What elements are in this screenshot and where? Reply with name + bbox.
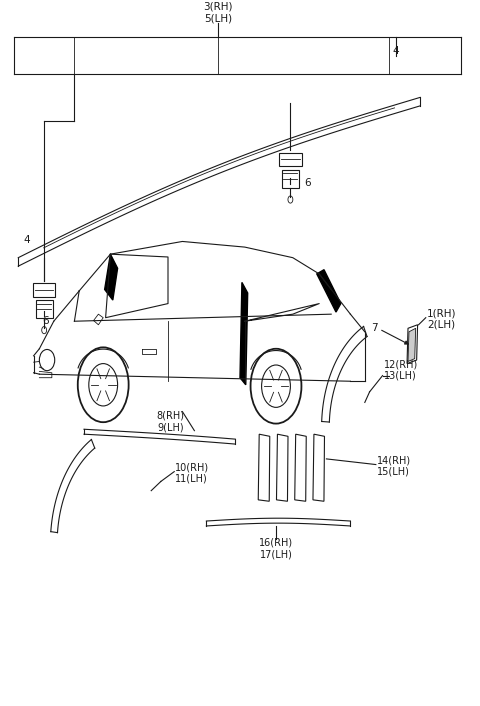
Polygon shape [295,434,306,501]
Polygon shape [408,328,416,361]
Text: 10(RH)
11(LH): 10(RH) 11(LH) [175,462,209,484]
Text: 1(RH)
2(LH): 1(RH) 2(LH) [427,309,456,330]
Text: 7: 7 [371,323,378,333]
Polygon shape [317,270,341,312]
Text: 6: 6 [42,316,49,326]
Text: 8(RH)
9(LH): 8(RH) 9(LH) [156,411,184,433]
Text: 4: 4 [393,47,399,56]
Polygon shape [407,325,418,364]
Text: 14(RH)
15(LH): 14(RH) 15(LH) [377,455,411,477]
Text: 16(RH)
17(LH): 16(RH) 17(LH) [259,538,293,560]
Text: 6: 6 [304,178,311,188]
Polygon shape [313,434,324,501]
Polygon shape [105,254,118,300]
Text: 12(RH)
13(LH): 12(RH) 13(LH) [384,359,418,381]
Text: 3(RH)
5(LH): 3(RH) 5(LH) [204,1,233,23]
Polygon shape [258,434,270,501]
Polygon shape [276,434,288,501]
Polygon shape [240,282,248,385]
Text: 4: 4 [23,235,30,245]
